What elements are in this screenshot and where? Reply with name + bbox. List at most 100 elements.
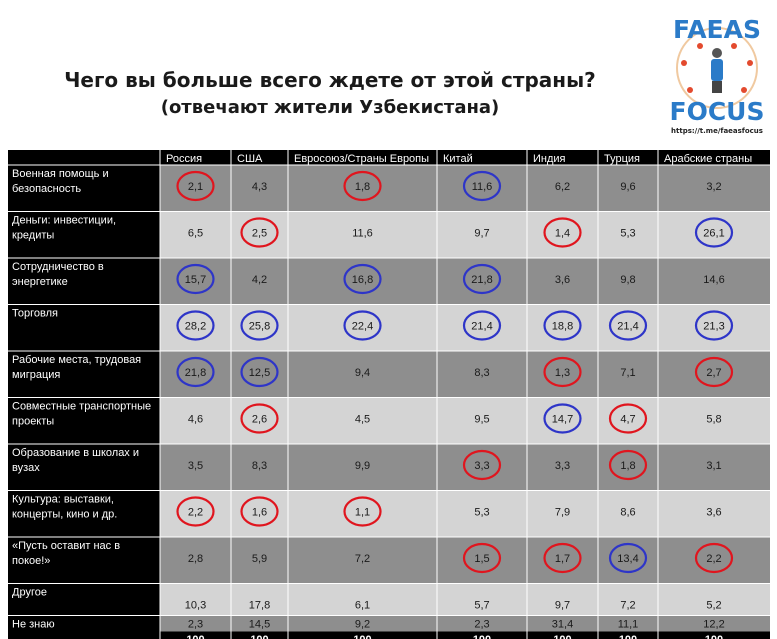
cell-value: 8,6 <box>620 507 635 519</box>
cell-value: 2,3 <box>188 619 203 631</box>
row-label: Рабочие места, трудовая миграция <box>12 354 141 381</box>
cell-value: 14,5 <box>249 619 270 631</box>
row-label-cell <box>8 537 160 584</box>
row-label: «Пусть оставит нас в покое!» <box>12 540 120 567</box>
highlight-circle-low <box>240 403 279 434</box>
highlight-circle-low <box>694 542 734 574</box>
logo-ring <box>676 27 758 109</box>
highlight-circle-high <box>176 263 215 295</box>
cell-value: 9,8 <box>620 274 635 286</box>
cell-value: 21,3 <box>703 321 724 333</box>
row-background <box>160 615 770 632</box>
totals-row <box>8 631 770 639</box>
cell-value: 11,1 <box>618 619 639 631</box>
column-header: Евросоюз/Страны Европы <box>294 153 429 165</box>
cell-value: 3,5 <box>188 460 203 472</box>
cell-value: 3,6 <box>555 274 570 286</box>
cell-value: 9,7 <box>474 228 489 240</box>
row-label: Совместные транспортные проекты <box>12 401 151 428</box>
cell-value: 1,1 <box>355 507 370 519</box>
logo-figure-body <box>711 59 723 81</box>
highlight-circle-high <box>694 217 734 248</box>
cell-value: 2,3 <box>474 619 489 631</box>
cell-value: 12,5 <box>249 367 270 379</box>
cell-value: 5,3 <box>474 507 489 519</box>
row-label-cell <box>8 304 160 351</box>
column-header: Россия <box>166 153 202 165</box>
highlight-circle-low <box>608 403 648 434</box>
highlight-circle-low <box>176 496 215 527</box>
row-label: Образование в школах и вузах <box>12 447 139 474</box>
cell-value: 7,2 <box>355 553 370 565</box>
cell-value: 11,6 <box>472 181 493 193</box>
highlight-circle-high <box>694 310 734 341</box>
highlight-circle-high <box>176 310 215 341</box>
cell-value: 5,2 <box>706 600 721 612</box>
cell-value: 12,2 <box>703 619 724 631</box>
logo-dot-6 <box>731 43 737 49</box>
cell-value: 21,4 <box>471 321 492 333</box>
cell-value: 22,4 <box>352 321 373 333</box>
highlight-circle-high <box>608 310 648 341</box>
cell-value: 8,3 <box>474 367 489 379</box>
logo-figure-head <box>712 48 722 58</box>
highlight-circle-low <box>543 356 582 388</box>
logo-dot-3 <box>687 87 693 93</box>
cell-value: 28,2 <box>185 321 206 333</box>
cell-value: 2,6 <box>252 414 267 426</box>
highlight-circle-high <box>543 310 582 341</box>
logo-figure-legs <box>712 81 722 93</box>
cell-value: 9,9 <box>355 460 370 472</box>
highlight-circle-low <box>543 542 582 574</box>
row-label: Другое <box>12 587 47 599</box>
cell-value: 18,8 <box>552 321 573 333</box>
cell-value: 2,7 <box>706 367 721 379</box>
cell-value: 25,8 <box>249 321 270 333</box>
highlight-circle-low <box>343 496 382 527</box>
cell-value: 1,6 <box>252 507 267 519</box>
cell-value: 5,8 <box>706 414 721 426</box>
cell-value: 10,3 <box>185 600 206 612</box>
logo-line2: FOCUS <box>670 97 765 126</box>
column-header: Арабские страны <box>664 153 752 165</box>
cell-value: 3,6 <box>706 507 721 519</box>
highlight-circle-low <box>694 356 734 388</box>
row-label: Культура: выставки, концерты, кино и др. <box>12 494 117 521</box>
highlight-circle-low <box>462 449 502 481</box>
cell-value: 9,5 <box>474 414 489 426</box>
cell-value: 4,2 <box>252 274 267 286</box>
column-header: США <box>237 153 263 165</box>
row-label: Не знаю <box>12 619 55 631</box>
cell-value: 7,2 <box>620 600 635 612</box>
cell-value: 3,2 <box>706 181 721 193</box>
cell-value: 2,1 <box>188 181 203 193</box>
row-label-cell <box>8 211 160 258</box>
cell-value: 2,2 <box>188 507 203 519</box>
highlight-circle-high <box>608 542 648 574</box>
highlight-circle-high <box>543 403 582 434</box>
cell-value: 14,6 <box>703 274 724 286</box>
total-value: 100 <box>473 634 491 639</box>
cell-value: 9,7 <box>555 600 570 612</box>
cell-value: 21,4 <box>617 321 638 333</box>
row-label-cell <box>8 258 160 305</box>
cell-value: 13,4 <box>617 553 638 565</box>
logo-line1: FAEAS <box>673 15 761 44</box>
total-value: 100 <box>186 634 204 639</box>
row-background <box>160 583 770 616</box>
chart-title: Чего вы больше всего ждете от этой стран… <box>64 68 596 92</box>
row-label: Сотрудничество в энергетике <box>12 261 104 288</box>
column-header: Индия <box>533 153 566 165</box>
cell-value: 4,7 <box>620 414 635 426</box>
cell-value: 3,3 <box>474 460 489 472</box>
total-value: 100 <box>250 634 268 639</box>
cell-value: 9,2 <box>355 619 370 631</box>
highlight-circle-high <box>240 356 279 388</box>
cell-value: 5,7 <box>474 600 489 612</box>
highlight-circle-high <box>240 310 279 341</box>
cell-value: 2,8 <box>188 553 203 565</box>
cell-value: 5,9 <box>252 553 267 565</box>
cell-value: 6,5 <box>188 228 203 240</box>
highlight-circle-high <box>343 263 382 295</box>
cell-value: 15,7 <box>185 274 206 286</box>
